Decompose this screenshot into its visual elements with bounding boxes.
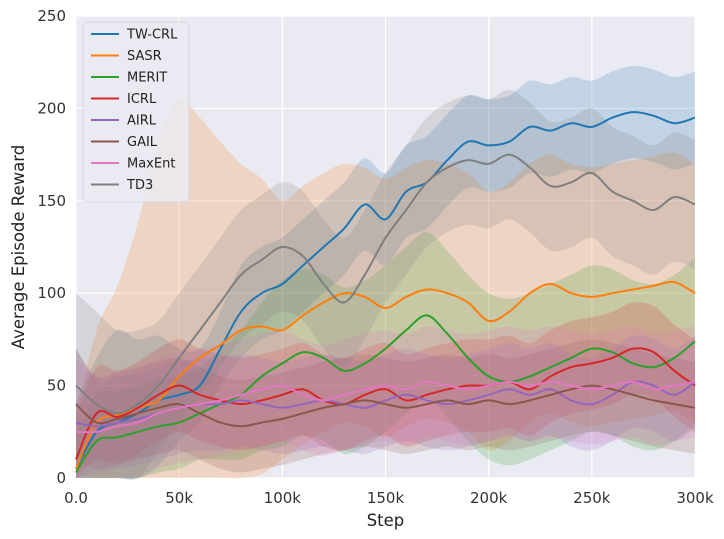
y-axis-ticks: 0 50 100 150 200 250 — [37, 7, 66, 487]
y-tick-label: 150 — [37, 192, 66, 210]
x-tick-label: 150k — [367, 489, 405, 507]
line-sasr — [75, 280, 696, 470]
x-axis-label: Step — [367, 511, 405, 530]
y-axis-label: Average Episode Reward — [9, 145, 28, 350]
confidence-bands — [76, 65, 695, 481]
legend-label: AIRL — [127, 114, 157, 129]
y-tick-label: 0 — [56, 469, 66, 487]
band-maxent — [76, 326, 695, 479]
x-tick-label: 300k — [676, 489, 714, 507]
legend-label: MaxEnt — [127, 157, 175, 172]
line-icrl — [75, 347, 696, 460]
band-tw-crl — [76, 65, 695, 479]
legend: TW-CRL SASR MERIT ICRL AIRL GAIL MaxEnt TD3 — [82, 21, 190, 203]
line-merit — [75, 314, 696, 474]
x-tick-label: 200k — [470, 489, 508, 507]
x-tick-label: 250k — [573, 489, 611, 507]
line-gail — [75, 384, 696, 428]
y-tick-label: 250 — [37, 7, 66, 25]
series-lines — [75, 111, 696, 474]
y-tick-label: 200 — [37, 99, 66, 117]
line-td3 — [75, 153, 696, 415]
x-axis-ticks: 0.0 50k 100k 150k 200k 250k 300k — [64, 489, 714, 507]
legend-label: TW-CRL — [126, 28, 178, 43]
band-merit — [76, 232, 695, 479]
y-tick-label: 50 — [47, 377, 66, 395]
line-tw-crl — [75, 111, 696, 470]
band-td3 — [76, 89, 695, 481]
line-maxent — [75, 380, 696, 434]
legend-label: GAIL — [127, 135, 158, 150]
legend-label: MERIT — [127, 71, 167, 86]
legend-label: SASR — [127, 49, 162, 64]
y-tick-label: 100 — [37, 284, 66, 302]
legend-label: ICRL — [127, 92, 157, 107]
legend-box — [82, 21, 190, 203]
x-tick-label: 50k — [165, 489, 193, 507]
x-tick-label: 0.0 — [64, 489, 88, 507]
x-tick-label: 100k — [264, 489, 302, 507]
legend-label: TD3 — [126, 178, 153, 193]
